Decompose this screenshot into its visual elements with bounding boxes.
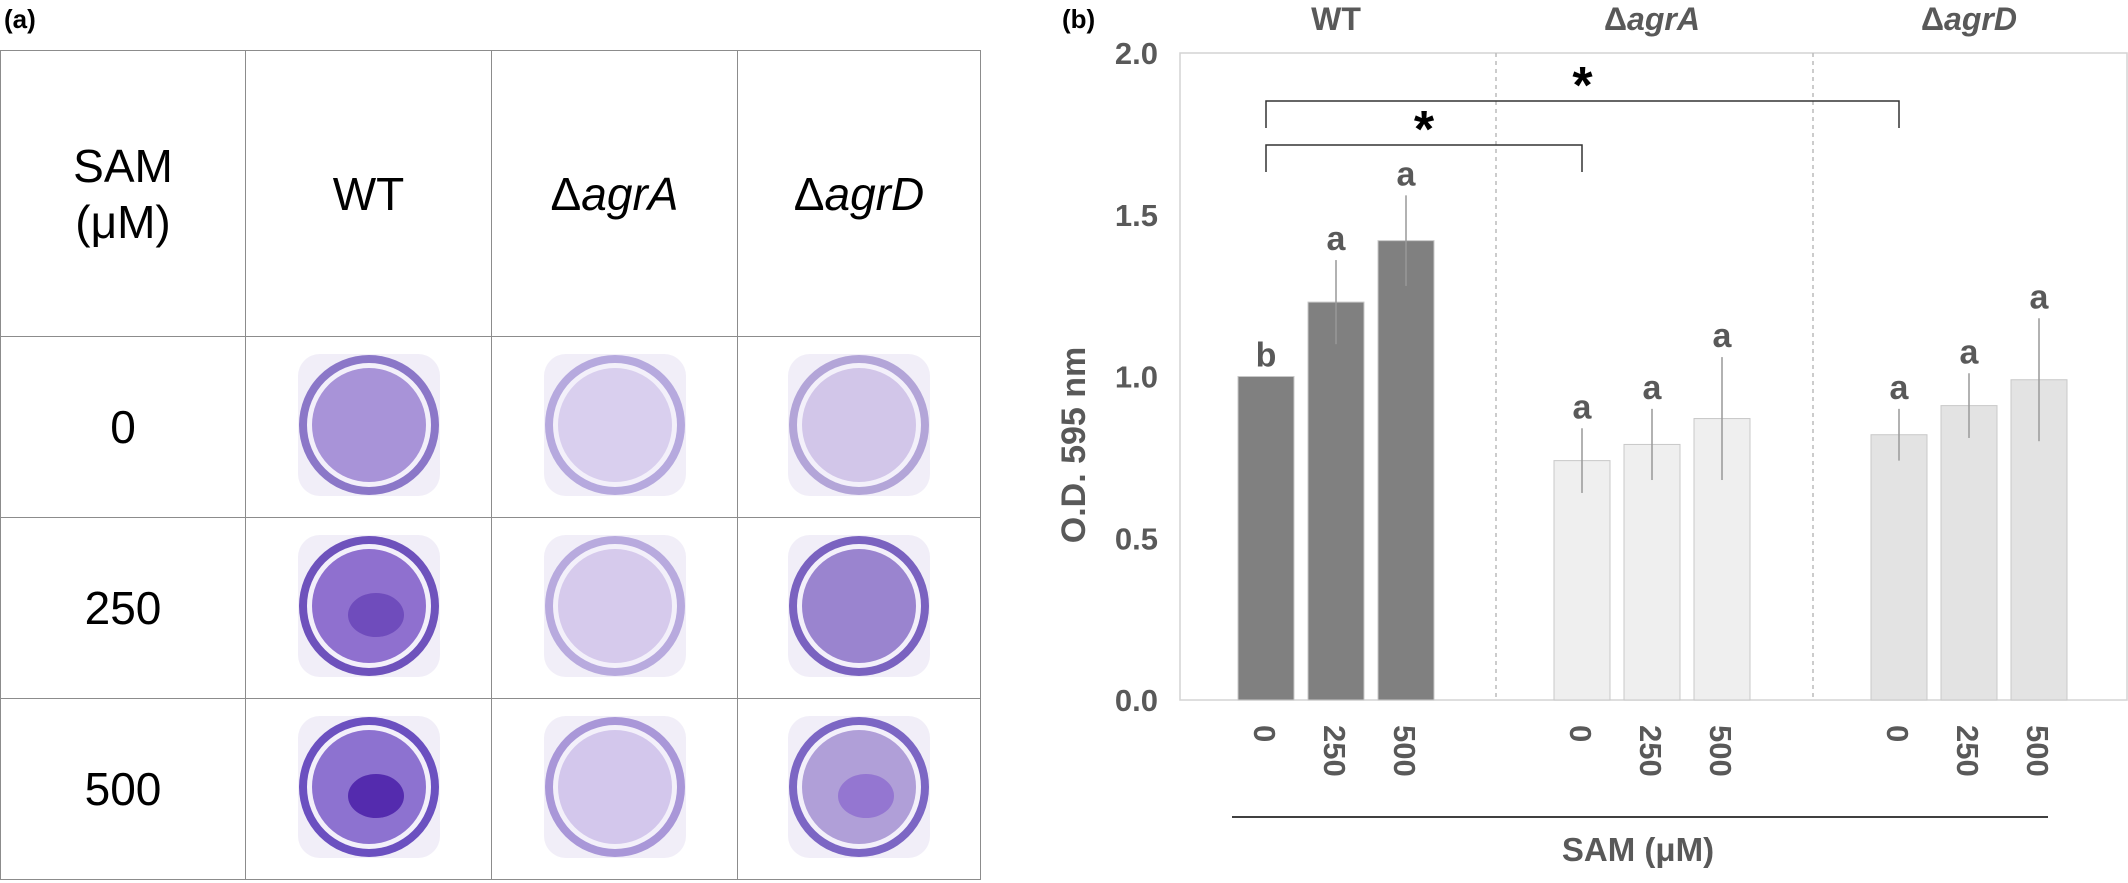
crystal-violet-well-image — [788, 534, 930, 677]
significance-star: * — [1572, 57, 1593, 115]
x-tick-label: 0 — [1563, 725, 1598, 742]
well-stain-spot — [838, 773, 894, 818]
column-header-wt-label: WT — [332, 167, 405, 220]
group-title-name: agrD — [1944, 1, 2017, 37]
well-stain — [802, 367, 916, 482]
delta-symbol: Δ — [1921, 1, 1944, 37]
well-cell — [491, 698, 738, 880]
y-tick-label: 2.0 — [1115, 36, 1158, 71]
well-stain — [557, 548, 672, 663]
significance-letter: a — [1713, 317, 1733, 355]
significance-letter: a — [1327, 220, 1347, 258]
delta-symbol: Δ — [793, 167, 825, 220]
crystal-violet-well-image — [788, 715, 930, 858]
well-stain — [802, 548, 916, 663]
column-header-agra-label: agrA — [581, 167, 679, 220]
delta-symbol: Δ — [1604, 1, 1627, 37]
row-label-0: 0 — [0, 336, 246, 518]
significance-star: * — [1414, 101, 1435, 159]
significance-letter: a — [1397, 155, 1417, 193]
crystal-violet-well-image — [788, 353, 930, 496]
well-cell — [245, 336, 492, 518]
significance-letter: a — [1890, 369, 1910, 407]
well-cell — [737, 698, 981, 880]
x-tick-label: 500 — [2020, 725, 2055, 777]
well-cell — [245, 517, 492, 699]
y-tick-label: 1.5 — [1115, 198, 1158, 233]
significance-letter: a — [1573, 388, 1593, 426]
sam-header-cell: SAM (μM) — [0, 50, 246, 337]
bar — [1307, 301, 1365, 701]
column-header-agra: ΔagrA — [491, 50, 738, 337]
significance-letter: a — [1643, 369, 1663, 407]
x-tick-label: 500 — [1387, 725, 1422, 777]
row-label-250: 250 — [0, 517, 246, 699]
crystal-violet-well-image — [543, 353, 686, 496]
well-stain-spot — [347, 592, 404, 637]
x-tick-label: 0 — [1880, 725, 1915, 742]
crystal-violet-well-image — [297, 534, 440, 677]
group-title-name: agrA — [1627, 1, 1700, 37]
well-cell — [245, 698, 492, 880]
sam-unit-label: (μM) — [75, 195, 171, 248]
bar — [1553, 460, 1611, 701]
well-stain-spot — [347, 773, 404, 818]
row-label-500: 500 — [0, 698, 246, 880]
group-title: ΔagrA — [1604, 1, 1700, 37]
sam-header-label: SAM — [73, 139, 173, 192]
well-stain — [557, 729, 672, 844]
x-tick-label: 250 — [1950, 725, 1985, 777]
column-header-agrd: ΔagrD — [737, 50, 981, 337]
group-title: WT — [1311, 1, 1361, 37]
significance-letter: a — [1960, 333, 1980, 371]
x-tick-label: 250 — [1633, 725, 1668, 777]
y-tick-label: 0.0 — [1115, 683, 1158, 718]
bar — [1940, 405, 1998, 701]
biofilm-well-table: SAM (μM) WT ΔagrA ΔagrD 0 250 500 — [0, 50, 981, 880]
bar — [1377, 240, 1435, 701]
crystal-violet-well-image — [543, 715, 686, 858]
y-tick-label: 1.0 — [1115, 360, 1158, 395]
delta-symbol: Δ — [550, 167, 582, 220]
bar — [1623, 443, 1681, 701]
well-stain — [557, 367, 672, 482]
significance-letter: a — [2030, 278, 2050, 316]
group-title: ΔagrD — [1921, 1, 2017, 37]
x-tick-label: 250 — [1317, 725, 1352, 777]
well-cell — [737, 517, 981, 699]
panel-a-label: (a) — [4, 4, 36, 34]
panel-b-label: (b) — [1062, 4, 1095, 34]
x-tick-label: 500 — [1703, 725, 1738, 777]
significance-letter: b — [1256, 337, 1277, 375]
significance-bracket — [1265, 100, 1900, 128]
bar — [1237, 376, 1295, 701]
y-axis-label: O.D. 595 nm — [1055, 347, 1093, 544]
significance-bracket — [1265, 144, 1583, 172]
y-tick-label: 0.5 — [1115, 521, 1158, 556]
crystal-violet-well-image — [297, 715, 440, 858]
group-title-name: WT — [1311, 1, 1361, 37]
well-cell — [737, 336, 981, 518]
bar — [1870, 434, 1928, 701]
column-header-agrd-label: agrD — [824, 167, 925, 220]
x-tick-label: 0 — [1247, 725, 1282, 742]
well-cell — [491, 517, 738, 699]
x-axis-label: SAM (μM) — [1562, 831, 1714, 868]
crystal-violet-well-image — [543, 534, 686, 677]
well-stain — [311, 367, 426, 482]
crystal-violet-well-image — [297, 353, 440, 496]
